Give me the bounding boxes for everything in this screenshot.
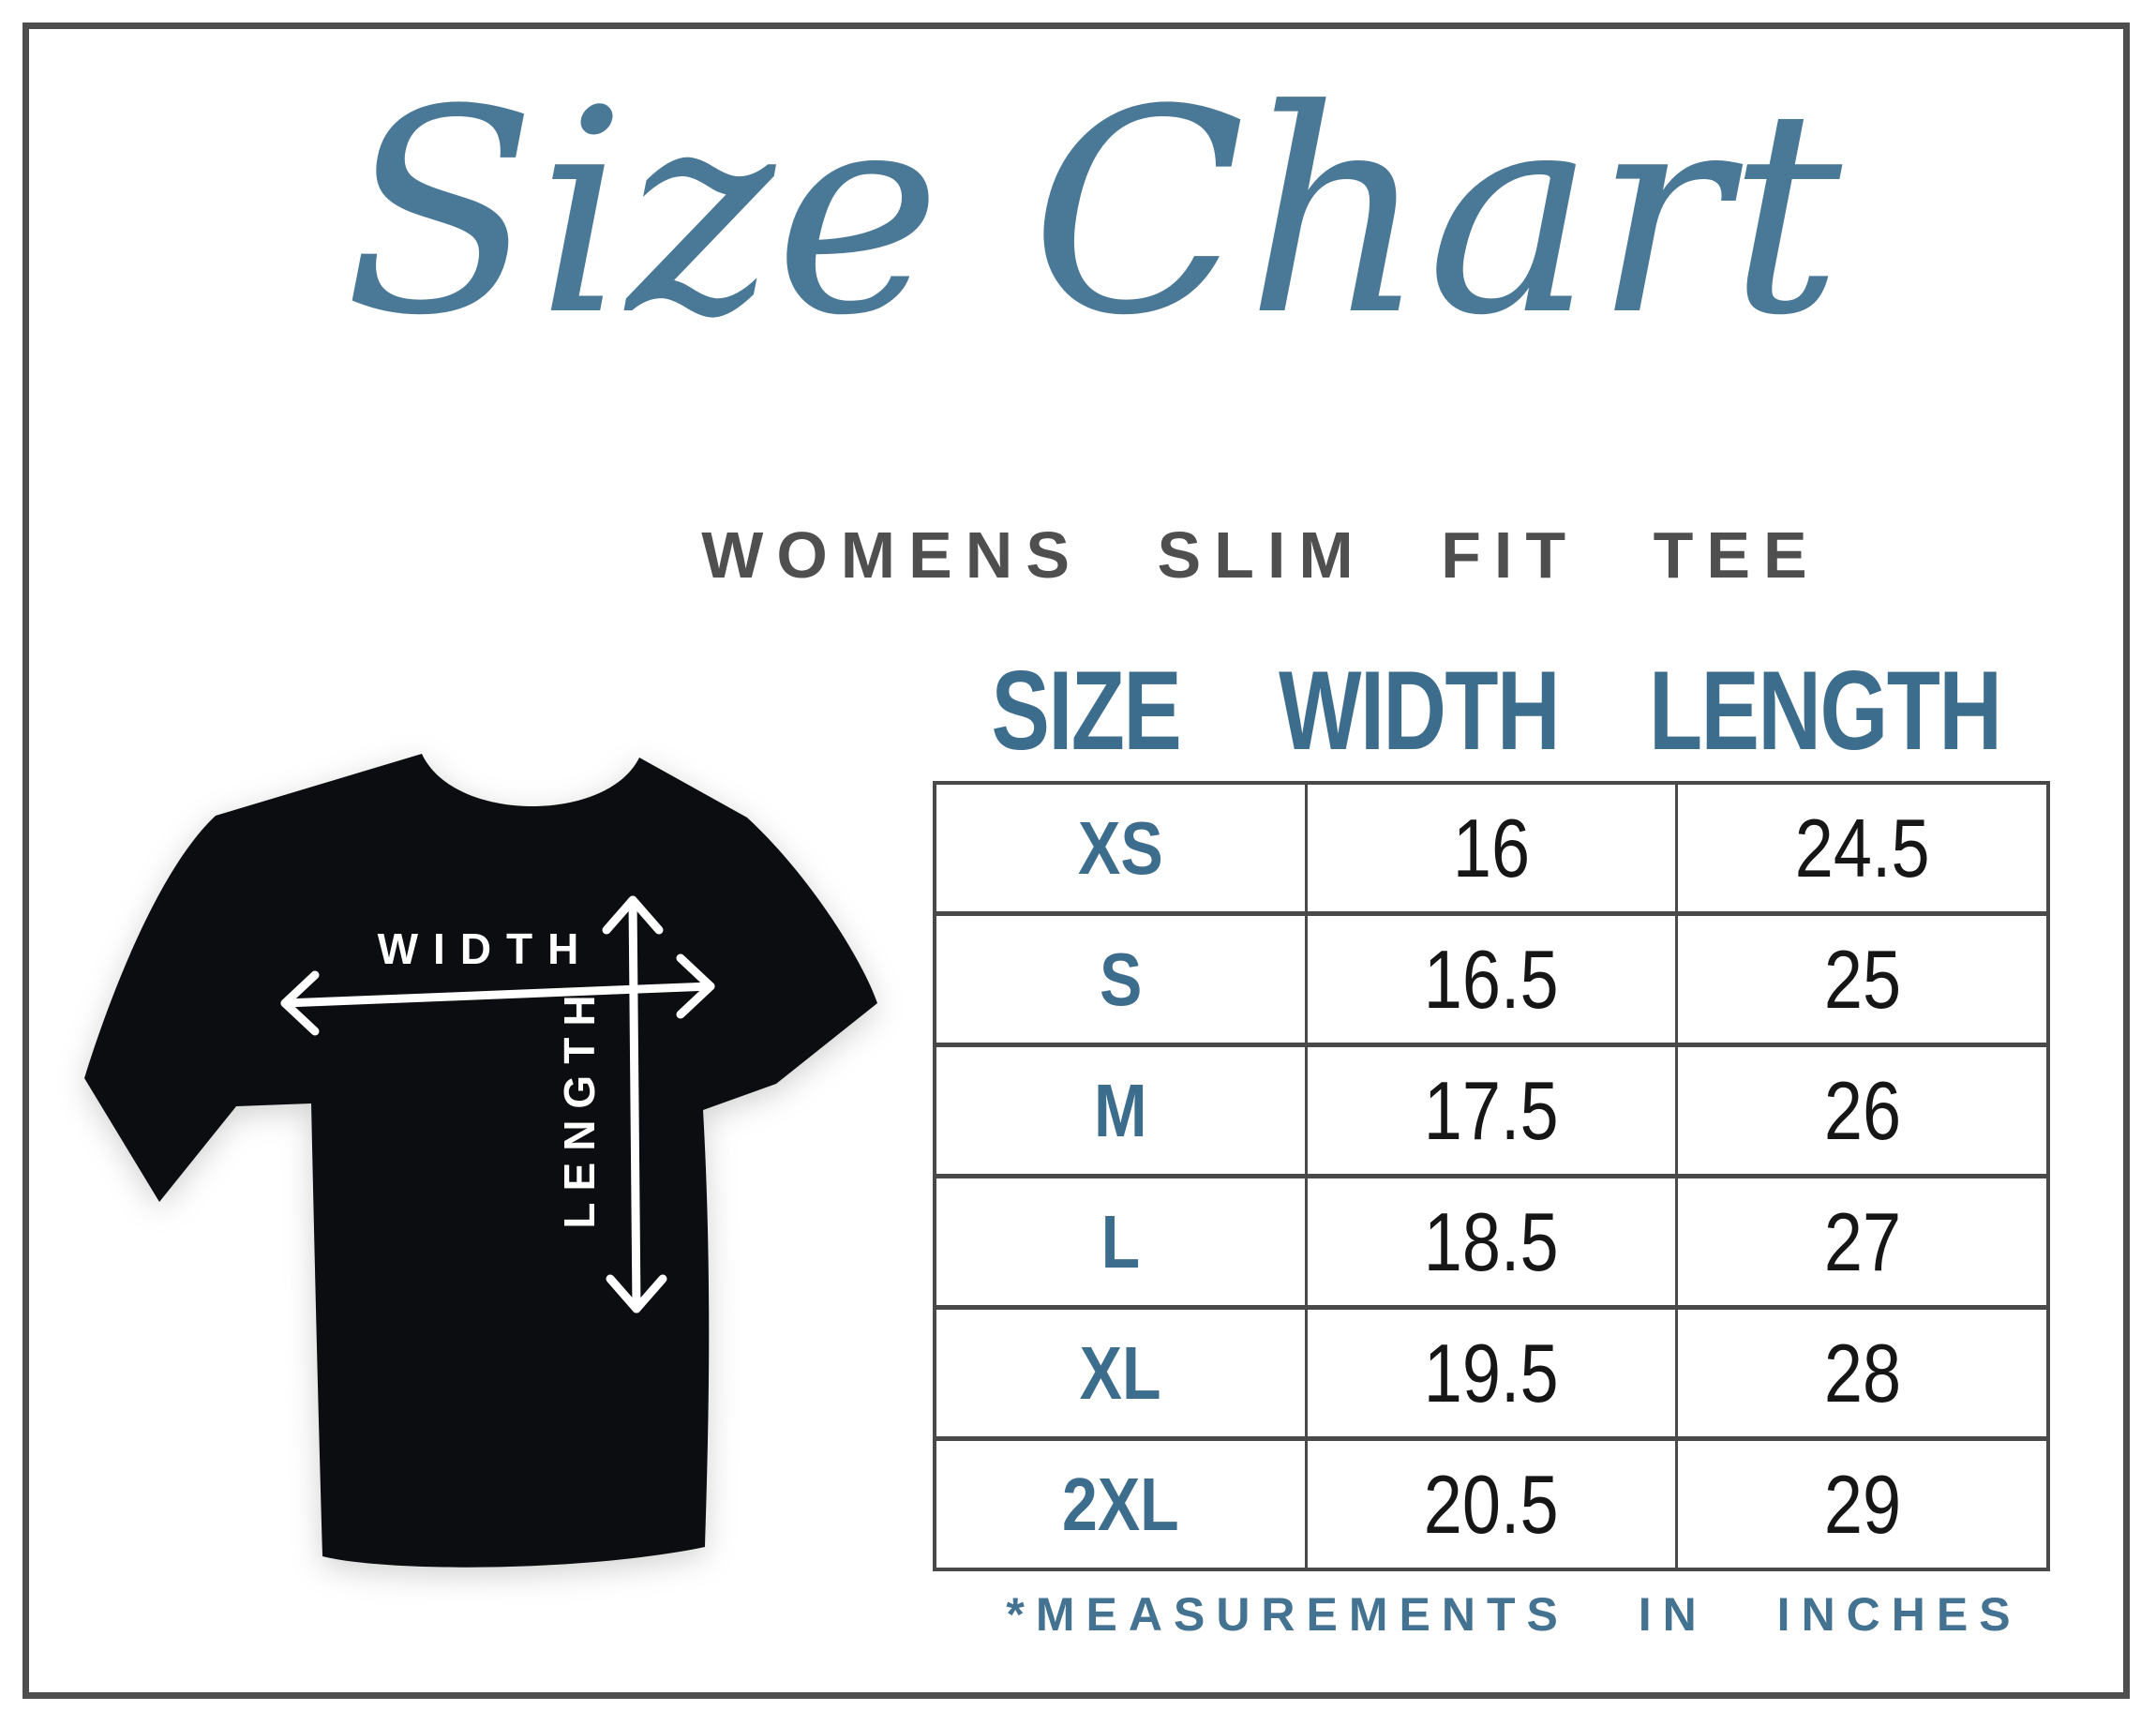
tshirt-silhouette [84, 754, 877, 1568]
width-arrowhead-left [280, 970, 320, 1036]
size-cell: L [936, 1178, 1308, 1305]
length-cell: 25 [1823, 932, 1901, 1026]
tshirt-measurement-diagram: WIDTH LENGTH [84, 754, 877, 1568]
length-cell: 27 [1823, 1194, 1901, 1288]
width-cell: 18.5 [1308, 1178, 1679, 1305]
table-row-xs: XS 16 24.5 [936, 785, 2046, 916]
length-cell: 26 [1823, 1063, 1901, 1157]
length-arrowhead-bottom [606, 1274, 667, 1313]
table-row-l: L 18.5 27 [936, 1178, 2046, 1310]
header-width: WIDTH [1279, 648, 1561, 773]
width-arrowhead-right [676, 953, 715, 1019]
measurements-footnote: *MEASUREMENTS IN INCHES [1006, 1588, 2022, 1641]
size-cell: 2XL [936, 1441, 1308, 1568]
table-header-row: SIZE WIDTH LENGTH [933, 630, 2050, 773]
size-cell: XS [936, 785, 1308, 911]
width-cell: 20.5 [1308, 1441, 1679, 1568]
size-table: XS 16 24.5 S 16.5 25 M 17.5 26 L 18.5 27… [933, 781, 2050, 1571]
width-cell: 17.5 [1308, 1047, 1679, 1174]
size-cell: XL [936, 1310, 1308, 1436]
length-cell: 29 [1823, 1457, 1901, 1551]
table-row-2xl: 2XL 20.5 29 [936, 1441, 2046, 1568]
width-cell: 19.5 [1308, 1310, 1679, 1436]
width-arrow-line [280, 982, 715, 1008]
header-size: SIZE [991, 648, 1182, 773]
page-subtitle: WOMENS SLIM FIT TEE [701, 518, 1820, 592]
length-cell: 28 [1823, 1326, 1901, 1419]
size-cell: M [936, 1047, 1308, 1174]
table-row-s: S 16.5 25 [936, 916, 2046, 1047]
length-arrow-line [628, 895, 641, 1313]
table-row-m: M 17.5 26 [936, 1047, 2046, 1178]
length-cell: 24.5 [1794, 801, 1930, 894]
header-length: LENGTH [1648, 648, 2002, 773]
table-row-xl: XL 19.5 28 [936, 1310, 2046, 1441]
length-arrowhead-top [602, 895, 664, 935]
size-cell: S [936, 916, 1308, 1043]
width-arrow [280, 953, 715, 1036]
page-border-frame [22, 23, 2130, 1699]
length-arrow [602, 895, 667, 1313]
width-cell: 16 [1308, 785, 1679, 911]
length-arrow-label: LENGTH [555, 983, 604, 1228]
width-arrow-label: WIDTH [378, 924, 594, 973]
width-cell: 16.5 [1308, 916, 1679, 1043]
page-title: Size Chart [344, 50, 1842, 377]
